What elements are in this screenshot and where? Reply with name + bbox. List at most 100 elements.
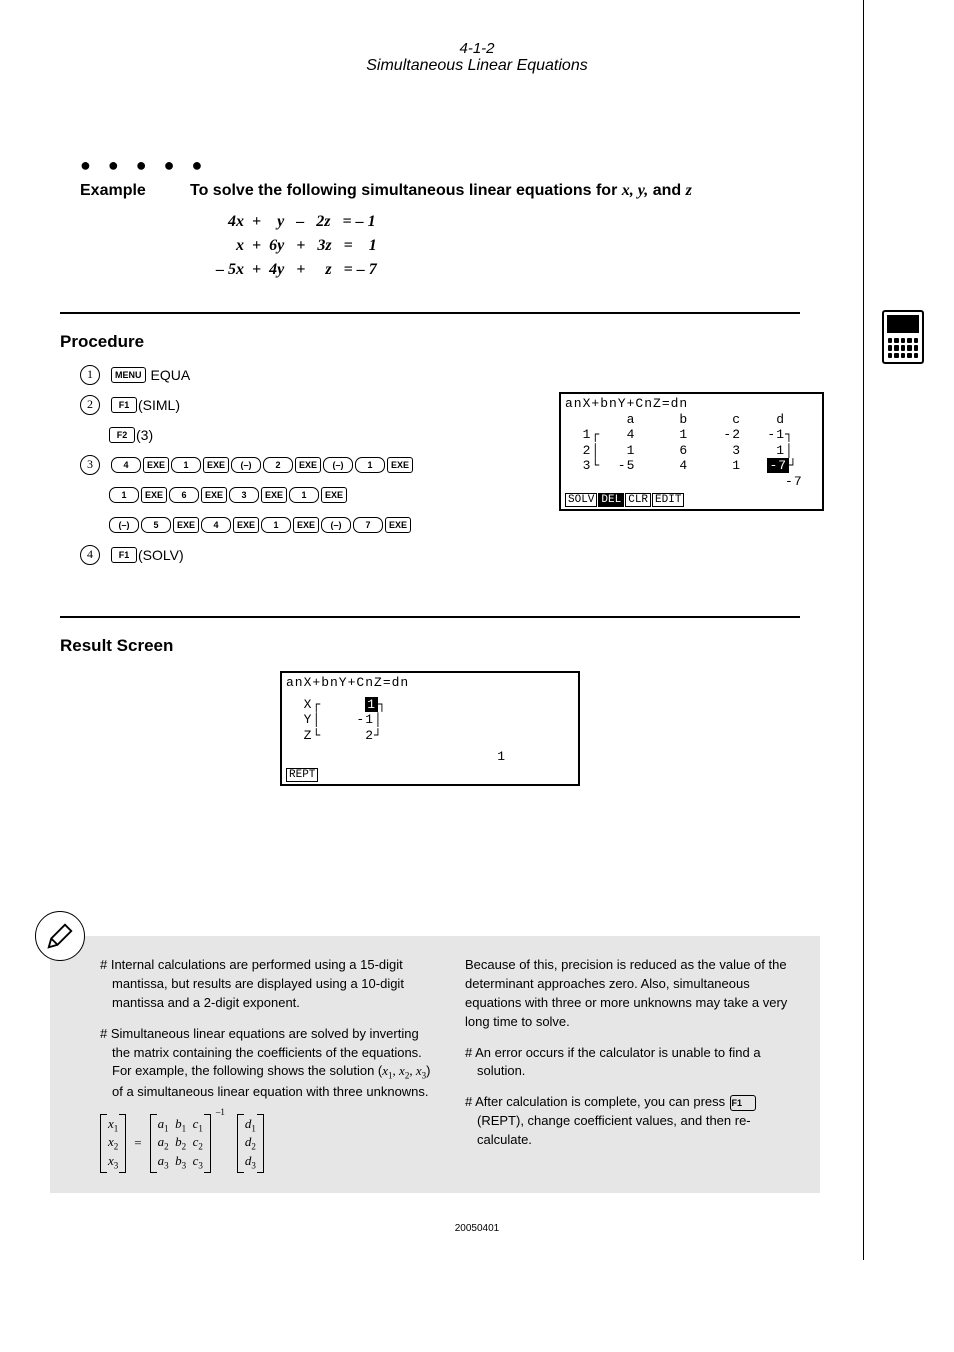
key-exe: EXE <box>173 517 199 533</box>
key-3: 3 <box>229 487 259 503</box>
lcd2-rx-hl: 1 <box>365 697 378 712</box>
note-3: Because of this, precision is reduced as… <box>465 956 800 1031</box>
lcd1-m3: CLR <box>625 493 651 507</box>
note-4: # An error occurs if the calculator is u… <box>465 1044 800 1082</box>
matrix-a: a1 b1 c1 a2 b2 c2 a3 b3 c3 <box>150 1114 211 1173</box>
menu-key: MENU <box>111 367 146 383</box>
lcd2-ry: Y│ -1│ <box>286 712 574 728</box>
note-2-vars: x1, x2, x3 <box>382 1063 426 1078</box>
lcd1-r3-end: ┘ <box>789 458 798 473</box>
note-1: # Internal calculations are performed us… <box>100 956 435 1013</box>
result-lcd: anX+bnY+CnZ=dn X┌ 1┐ Y│ -1│ Z└ 2┘ 1 REPT <box>280 671 580 786</box>
lcd2-rx: X┌ 1┐ <box>286 697 574 713</box>
matrix-x: x1 x2 x3 <box>100 1114 126 1173</box>
separator-1 <box>60 312 800 314</box>
notes-col-right: Because of this, precision is reduced as… <box>465 956 800 1173</box>
lcd1-header: anX+bnY+CnZ=dn <box>565 396 818 412</box>
lcd2-menu: REPT <box>286 769 574 782</box>
procedure-title: Procedure <box>60 332 904 352</box>
key-2: 2 <box>263 457 293 473</box>
prompt-mid: and <box>648 182 685 199</box>
lcd2-rx-end: ┐ <box>378 697 387 712</box>
matrix-d: d1 d2 d3 <box>237 1114 264 1173</box>
lcd2-m1: REPT <box>286 768 318 782</box>
lcd2-rz: Z└ 2┘ <box>286 728 574 744</box>
note-5-key: F1 <box>730 1095 756 1111</box>
key-neg: (–) <box>321 517 351 533</box>
key-exe: EXE <box>385 517 411 533</box>
lcd2-val: 1 <box>286 749 574 765</box>
lcd1-menu: SOLVDELCLREDIT <box>565 494 818 507</box>
lcd1-val: -7 <box>565 474 818 490</box>
key-5: 5 <box>141 517 171 533</box>
eq3: – 5x + 4y + z = – 7 <box>216 258 904 282</box>
key-exe: EXE <box>143 457 169 473</box>
notes-col-left: # Internal calculations are performed us… <box>100 956 435 1173</box>
eq2: x + 6y + 3z = 1 <box>216 234 904 258</box>
matrix-equation: x1 x2 x3 = a1 b1 c1 a2 b2 c2 a3 b3 c3 –1 <box>100 1114 435 1173</box>
equations: 4x + y – 2z = – 1 x + 6y + 3z = 1 – 5x +… <box>216 210 904 282</box>
prompt-pre: To solve the following simultaneous line… <box>190 182 622 199</box>
f2-key: F2 <box>109 427 135 443</box>
notes-box: # Internal calculations are performed us… <box>50 936 820 1193</box>
key-exe: EXE <box>203 457 229 473</box>
header-title: Simultaneous Linear Equations <box>50 57 904 75</box>
step-4-text: (SOLV) <box>138 547 184 563</box>
separator-2 <box>60 616 800 618</box>
lcd2-header: anX+bnY+CnZ=dn <box>286 675 574 691</box>
header-num: 4-1-2 <box>50 40 904 57</box>
lcd2-rx-lbl: X┌ <box>286 697 365 712</box>
key-1: 1 <box>171 457 201 473</box>
step-1-num: 1 <box>80 365 100 385</box>
lcd1-r1: 1┌ 4 1 -2 -1┐ <box>565 427 818 443</box>
key-exe: EXE <box>293 517 319 533</box>
note-2: # Simultaneous linear equations are solv… <box>100 1025 435 1102</box>
note-5-pre: # After calculation is complete, you can… <box>465 1094 729 1109</box>
lcd1-r3: 3└ -5 4 1 -7┘ <box>565 458 818 474</box>
example-dots: ● ● ● ● ● <box>80 155 904 176</box>
key-1: 1 <box>355 457 385 473</box>
result-title: Result Screen <box>60 636 904 656</box>
lcd1-r3-hl: -7 <box>767 458 789 473</box>
key-1: 1 <box>289 487 319 503</box>
step-2-num: 2 <box>80 395 100 415</box>
matrix-exp: –1 <box>216 1106 225 1119</box>
key-neg: (–) <box>231 457 261 473</box>
prompt-vars: x, y, <box>622 182 649 199</box>
key-neg: (–) <box>109 517 139 533</box>
key-1: 1 <box>109 487 139 503</box>
step-1-text: EQUA <box>151 367 191 383</box>
key-4: 4 <box>111 457 141 473</box>
lcd1-r3-pre: 3└ -5 4 1 <box>565 458 767 473</box>
key-7: 7 <box>353 517 383 533</box>
procedure-lcd: anX+bnY+CnZ=dn a b c d 1┌ 4 1 -2 -1┐ 2│ … <box>559 392 824 511</box>
lcd1-m2: DEL <box>598 493 624 507</box>
key-4: 4 <box>201 517 231 533</box>
calculator-icon <box>882 310 924 364</box>
note-2-pre: # Simultaneous linear equations are solv… <box>100 1026 422 1079</box>
lcd1-cols: a b c d <box>565 412 818 428</box>
key-6: 6 <box>169 487 199 503</box>
step-3-num: 3 <box>80 455 100 475</box>
step-2a-text: (SIML) <box>138 397 180 413</box>
key-exe: EXE <box>387 457 413 473</box>
key-exe: EXE <box>201 487 227 503</box>
footer: 20050401 <box>50 1223 904 1234</box>
note-5: # After calculation is complete, you can… <box>465 1093 800 1150</box>
page-divider <box>863 0 864 1260</box>
key-exe: EXE <box>261 487 287 503</box>
f1-key: F1 <box>111 547 137 563</box>
key-neg: (–) <box>323 457 353 473</box>
key-exe: EXE <box>321 487 347 503</box>
pencil-icon <box>35 911 85 961</box>
key-exe: EXE <box>295 457 321 473</box>
prompt-z: z <box>686 182 692 199</box>
key-exe: EXE <box>141 487 167 503</box>
step-4-num: 4 <box>80 545 100 565</box>
key-1: 1 <box>261 517 291 533</box>
key-exe: EXE <box>233 517 259 533</box>
lcd1-r2: 2│ 1 6 3 1│ <box>565 443 818 459</box>
lcd1-m1: SOLV <box>565 493 597 507</box>
f1-key: F1 <box>111 397 137 413</box>
note-5-post: (REPT), change coefficient values, and t… <box>477 1113 751 1147</box>
